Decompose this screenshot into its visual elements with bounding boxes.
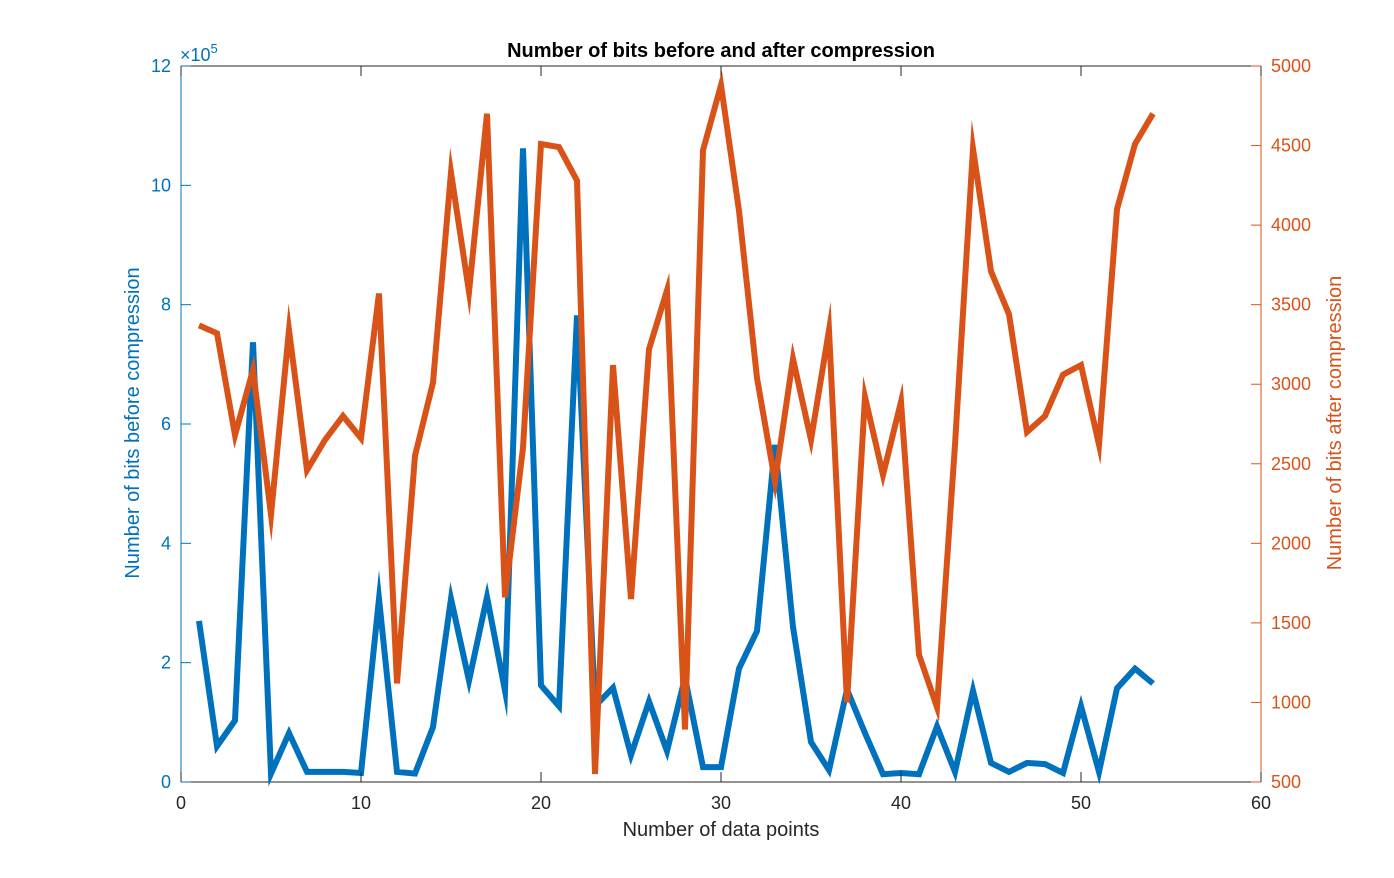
right-y-tick-label: 2500 [1271,454,1311,474]
x-tick-label: 10 [351,793,371,813]
left-y-axis-label: Number of bits before compression [122,267,144,578]
x-tick-label: 0 [176,793,186,813]
left-y-tick-label: 0 [161,772,171,792]
left-y-tick-label: 6 [161,414,171,434]
left-y-tick-label: 8 [161,295,171,315]
right-y-tick-label: 4000 [1271,215,1311,235]
right-y-axis-ticks: 500 1000 1500 2000 2500 3000 3500 4000 4500 5000 [1251,56,1311,792]
right-y-tick-label: 3000 [1271,374,1311,394]
left-axis-exponent: ×105 [180,41,218,65]
series-layer [196,70,1156,787]
x-axis-ticks: 0 10 20 30 40 50 60 [176,66,1271,813]
x-tick-label: 60 [1251,793,1271,813]
right-y-axis-label: Number of bits after compression [1324,276,1346,571]
x-tick-label: 50 [1071,793,1091,813]
x-tick-label: 20 [531,793,551,813]
chart-title: Number of bits before and after compress… [507,40,935,62]
left-y-tick-label: 2 [161,653,171,673]
left-y-tick-label: 4 [161,533,171,553]
right-y-tick-label: 1000 [1271,692,1311,712]
left-y-tick-label: 10 [151,175,171,195]
right-y-tick-label: 500 [1271,772,1301,792]
right-y-tick-label: 2000 [1271,533,1311,553]
right-y-tick-label: 1500 [1271,613,1311,633]
x-tick-label: 40 [891,793,911,813]
series-line-after-compression [197,70,1156,775]
x-tick-label: 30 [711,793,731,813]
right-y-tick-label: 4500 [1271,136,1311,156]
right-y-tick-label: 5000 [1271,56,1311,76]
series-line-before-compression [196,148,1155,787]
x-axis-label: Number of data points [623,819,820,841]
right-y-tick-label: 3500 [1271,295,1311,315]
left-y-tick-label: 12 [151,56,171,76]
left-y-axis-ticks: 0 2 4 6 8 10 12 [151,56,191,792]
